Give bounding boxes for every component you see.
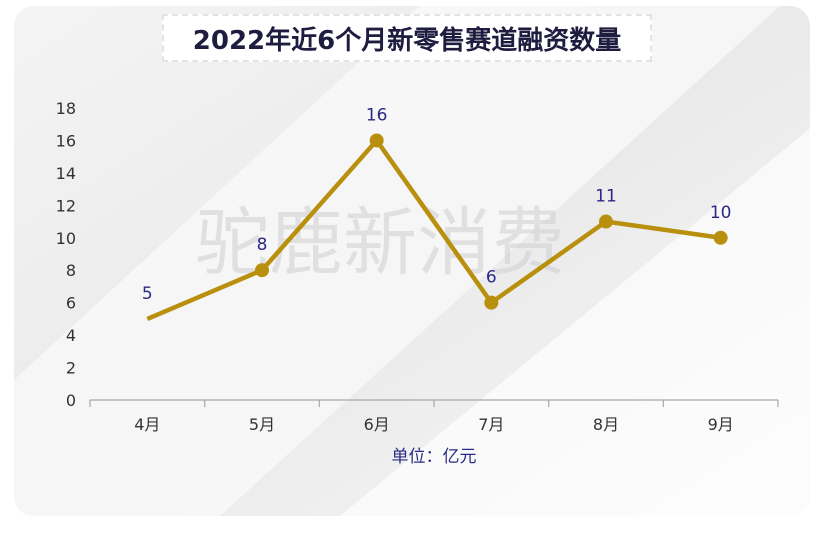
y-tick-label: 18 [56,99,76,118]
data-label: 8 [257,235,268,255]
y-tick-label: 8 [66,261,76,280]
y-tick-label: 2 [66,359,76,378]
y-tick-label: 14 [56,164,76,183]
x-axis-ticks [89,400,779,407]
x-tick-label: 4月 [134,415,160,434]
chart-title: 2022年近6个月新零售赛道融资数量 [162,14,652,62]
data-point [255,263,269,278]
data-label: 16 [366,105,388,125]
y-tick-label: 0 [66,391,76,410]
data-label: 11 [595,187,617,207]
x-axis: 4月 5月 6月 7月 8月 9月 [134,415,734,434]
x-tick-label: 5月 [249,415,275,434]
y-tick-label: 16 [56,131,76,150]
x-tick-label: 8月 [593,415,619,434]
data-point [369,133,384,148]
y-tick-label: 12 [56,196,76,215]
data-label: 5 [142,284,153,304]
data-label: 6 [486,268,497,288]
y-tick-label: 6 [66,294,76,313]
x-tick-label: 9月 [708,415,734,434]
data-point [484,295,499,310]
data-point [713,230,728,245]
x-tick-label: 6月 [364,415,390,434]
background-panel [14,6,820,516]
data-markers [255,133,728,310]
data-label: 10 [710,203,732,223]
series-line [146,136,721,321]
data-labels: 5 8 16 6 11 10 [142,105,732,303]
y-tick-label: 4 [66,326,76,345]
x-axis-title: 单位：亿元 [392,447,477,467]
data-point [599,214,613,229]
y-axis: 0 2 4 6 8 10 12 14 16 18 [56,99,76,410]
x-tick-label: 7月 [478,415,504,434]
y-tick-label: 10 [56,229,76,248]
